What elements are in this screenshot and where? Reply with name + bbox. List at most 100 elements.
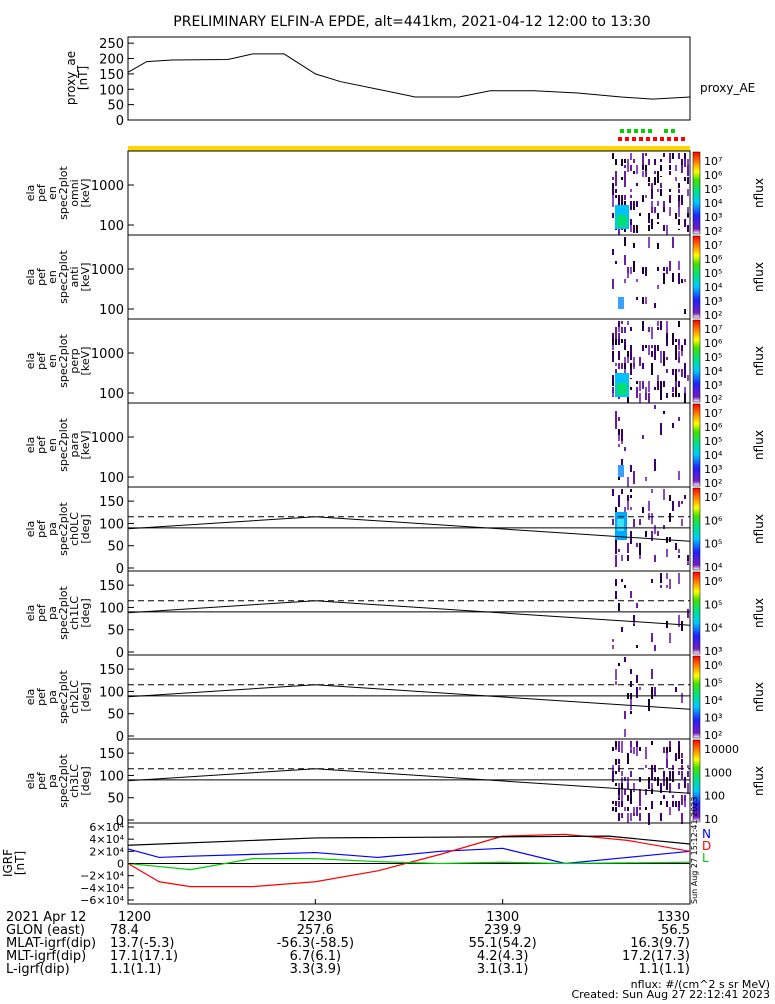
spectrogram-pixel [687,435,689,438]
panel-ylabel: pef [35,267,48,286]
spectrogram-pixel [639,171,641,177]
spectrogram-pixel [672,387,674,392]
spectrogram-pixel [621,645,623,648]
spectrogram-pixel [657,339,659,350]
spectrogram-pixel [675,789,677,793]
colorbar-tick-label: 10⁶ [704,253,723,266]
spectrogram-pixel [636,789,638,801]
spectrogram-pixel [636,297,638,300]
timestamp-stamp: Sun Aug 27 15:12:41 2023 [690,797,699,904]
spectrogram-pixel [630,369,632,379]
spectrogram-pixel [678,771,680,775]
spectrogram-pixel [672,765,674,770]
spectrogram-pixel [627,351,629,361]
spectrogram-pixel [669,219,671,227]
spectrogram-pixel [618,801,620,811]
panel-ylabel: omni [68,179,81,206]
spectrogram-pixel [660,189,662,196]
spectrogram-pixel [615,189,617,193]
spectrogram-pixel [618,255,620,265]
spectrogram-pixel [642,219,644,227]
spectrogram-pixel [654,375,656,384]
red-marker [681,137,685,141]
spectrogram-pixel [630,519,632,529]
colorbar-tick-label: 10⁴ [704,561,723,574]
spectrogram-pixel [651,771,653,780]
spectrogram-pixel [660,159,662,162]
spectrogram-pixel [669,171,671,175]
spectrogram-pixel [657,753,659,756]
spectrogram-pixel [657,327,659,330]
spectrogram-pixel [633,255,635,261]
spectrogram-pixel [615,435,617,447]
green-marker [634,129,638,133]
spectrogram-pixel [612,189,614,196]
spectrogram-pixel [675,213,677,223]
spectrogram-pixel [621,195,623,206]
spectrogram-pixel [675,801,677,811]
spectrogram-pixel [624,729,626,737]
footer-value: 1330 [657,910,690,925]
spectrogram-pixel [663,375,665,383]
spectrogram-pixel [645,171,647,177]
spectrogram-pixel [666,225,668,235]
spectrogram-pixel [687,207,689,218]
spectrogram-pixel [630,153,632,160]
spectrogram-pixel [618,159,620,164]
spectrogram-pixel [678,795,680,805]
spectrogram-pixel [618,225,620,237]
spectrogram-pixel [621,321,623,324]
spectrogram-pixel [681,285,683,297]
spectrogram-pixel [681,351,683,356]
spectrogram-pixel [681,621,683,631]
spectrogram-pixel [663,351,665,357]
panel-ylabel: [keV] [79,263,92,292]
igrf-ylabel: [nT] [13,851,27,875]
spectrogram-panel: 1000100elapefenspec2plotomni[keV]10⁷10⁶1… [24,150,766,238]
spectrogram-pixel [648,813,650,825]
spectrogram-pixel [630,537,632,544]
spectrogram-pixel [666,753,668,764]
spectrogram-pixel [621,777,623,788]
spectrogram-pixel [651,669,653,679]
spectrogram-pixel [672,663,674,675]
spectrogram-pixel [681,519,683,526]
panel-ylabel: en [46,270,59,284]
spectrogram-pixel [636,543,638,547]
colorbar [692,403,701,487]
spectrogram-pixel [624,237,626,246]
spectrogram-pixel [681,759,683,764]
spectrogram-pixel [684,327,686,331]
spectrogram-pixel [648,381,650,392]
spectrogram-pixel [624,345,626,350]
colorbar [692,487,701,571]
spectrogram-pixel [612,333,614,344]
panel-ylabel: ela [24,605,37,622]
spectrogram-pixel [630,333,632,337]
spectrogram-pixel [621,429,623,441]
spectrogram-pixel [642,267,644,274]
spectrogram-pixel [624,159,626,163]
spectrogram-pixel [627,339,629,342]
spectrogram-panel: 1000100elapefenspec2plotanti[keV]10⁷10⁶1… [24,234,766,322]
spectrogram-pixel [612,393,614,396]
spectrogram-pixel [633,225,635,233]
spectrogram-pixel [630,801,632,804]
spectrogram-pixel [612,387,614,397]
spectrogram-pixel [654,555,656,562]
spectrogram-pixel [684,177,686,181]
colorbar-label: nflux [752,766,766,796]
spectrogram-pixel [615,579,617,586]
spectrogram-pixel [627,813,629,823]
spectrogram-pixel [675,351,677,360]
spectrogram-pixel [660,333,662,340]
spectrogram-pixel [618,507,620,515]
spectrogram-pixel [663,381,665,387]
spectrogram-pixel [651,327,653,339]
spectrogram-pixel [615,771,617,774]
spectrogram-pixel [651,783,653,790]
spectrogram-pixel [645,477,647,481]
spectrogram-pixel [663,201,665,211]
spectrogram-pixel [624,723,626,730]
panel-ylabel: spec2plot [57,502,70,556]
